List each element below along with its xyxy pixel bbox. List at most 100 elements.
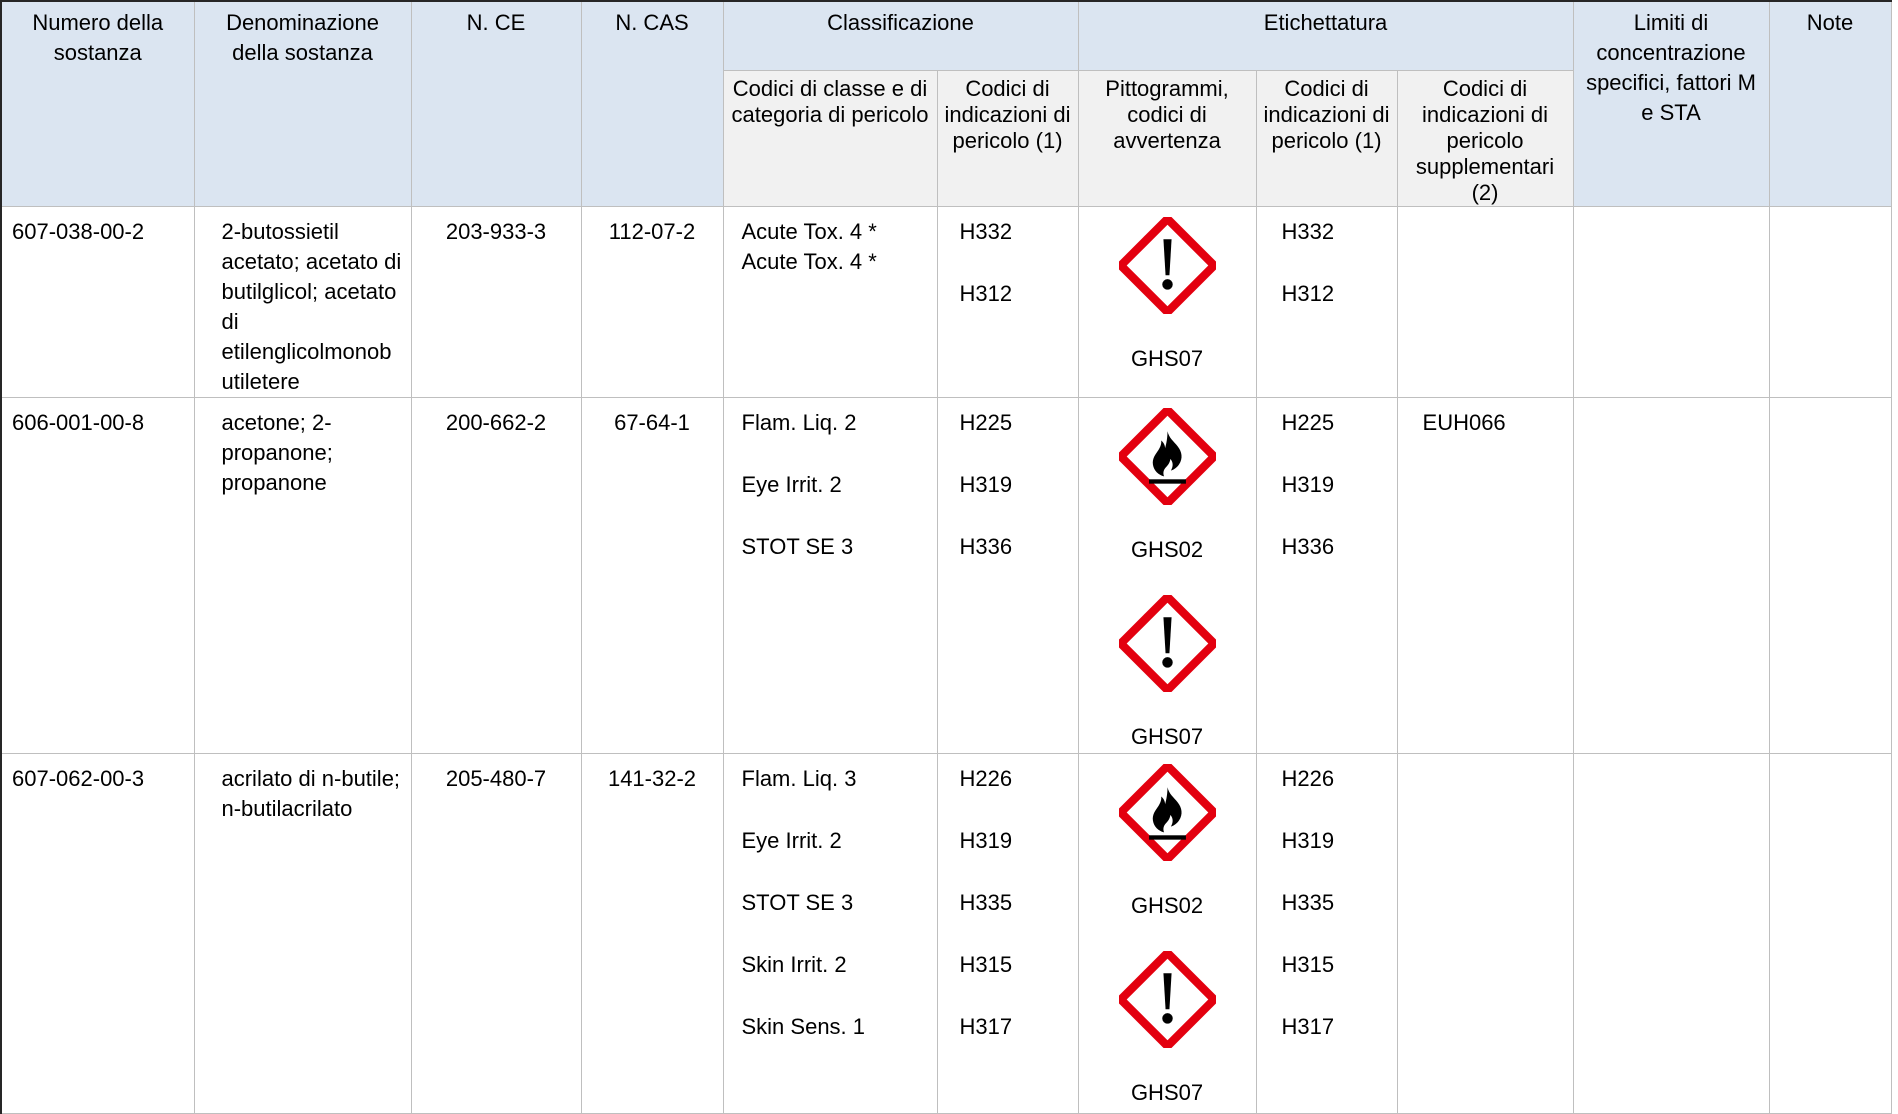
h-code-list: H226 H319 H335 H315 H317: [960, 764, 1074, 1042]
h-code: H312: [959, 280, 1013, 306]
supplementary-codes-cell: [1396, 752, 1574, 1114]
substance-name-cell: acetone; 2-propanone; propanone: [193, 396, 412, 754]
substance-row: 607-038-00-2 2-butossietil acetato; aceta…: [0, 205, 1892, 398]
h-code: H332: [959, 218, 1013, 244]
notes-cell: [1768, 752, 1892, 1114]
hazard-class-entry: Skin Irrit. 2: [741, 951, 847, 977]
pictograms-cell: GHS02 GHS07: [1077, 396, 1257, 754]
euh-code-list: EUH066: [1423, 408, 1569, 438]
cas-number-cell: 141-32-2: [580, 752, 724, 1114]
header-group-labelling: Etichettatura: [1077, 0, 1574, 71]
h-code: H317: [1281, 1013, 1335, 1039]
labelling-h-codes-cell: H332 H312: [1255, 205, 1398, 398]
substance-number-cell: 607-038-00-2: [0, 205, 195, 398]
hazard-class-entry-list: Flam. Liq. 2 Eye Irrit. 2 STOT SE 3: [742, 408, 931, 562]
header-substance-name: Denominazione della sostanza: [193, 0, 412, 207]
h-code: H335: [959, 889, 1013, 915]
h-code-list: H332 H312: [1282, 217, 1393, 309]
h-code: H335: [1281, 889, 1335, 915]
substance-name-cell: 2-butossietil acetato; acetato di butilg…: [193, 205, 412, 398]
header-cas-number: N. CAS: [580, 0, 724, 207]
classification-h-codes-cell: H225 H319 H336: [936, 396, 1079, 754]
h-code-list: H225 H319 H336: [1282, 408, 1393, 562]
pictogram-code-label: GHS07: [1130, 345, 1204, 371]
table-header: Numero della sostanza Denominazione dell…: [0, 0, 1892, 207]
hazard-class-entry-list: Flam. Liq. 3 Eye Irrit. 2 STOT SE 3 Skin Ir…: [742, 764, 931, 1042]
ghs07-exclamation-mark-icon: [1114, 946, 1220, 1052]
h-code: H226: [1281, 765, 1335, 791]
subheader-hazard-codes-classification: Codici di indicazioni di pericolo (1): [936, 69, 1079, 207]
supplementary-codes-cell: [1396, 205, 1574, 398]
h-code: H319: [1281, 471, 1335, 497]
pictograms-cell: GHS02 GHS07: [1077, 752, 1257, 1114]
h-code: H332: [1281, 218, 1335, 244]
labelling-h-codes-cell: H225 H319 H336: [1255, 396, 1398, 754]
pictogram-stack: GHS02 GHS07: [1079, 759, 1255, 1108]
hazard-class-entry-list: Acute Tox. 4 * Acute Tox. 4 *: [742, 217, 931, 277]
h-code: H225: [959, 409, 1013, 435]
euh-code: EUH066: [1422, 409, 1506, 435]
substance-row: 607-062-00-3 acrilato di n-butile; n-buti…: [0, 752, 1892, 1114]
hazard-class-entry: Acute Tox. 4 *: [741, 218, 877, 244]
h-code: H319: [959, 471, 1013, 497]
header-substance-number: Numero della sostanza: [0, 0, 195, 207]
supplementary-codes-cell: EUH066: [1396, 396, 1574, 754]
notes-cell: [1768, 396, 1892, 754]
h-code: H226: [959, 765, 1013, 791]
classification-classes-cell: Flam. Liq. 3 Eye Irrit. 2 STOT SE 3 Skin Ir…: [722, 752, 938, 1114]
classification-classes-cell: Acute Tox. 4 * Acute Tox. 4 *: [722, 205, 938, 398]
labelling-h-codes-cell: H226 H319 H335 H315 H317: [1255, 752, 1398, 1114]
classification-h-codes-cell: H332 H312: [936, 205, 1079, 398]
pictogram-code-label: GHS02: [1130, 536, 1204, 562]
h-code: H315: [1281, 951, 1335, 977]
cas-number-cell: 67-64-1: [580, 396, 724, 754]
pictogram-stack: GHS07: [1079, 212, 1255, 374]
h-code: H319: [959, 827, 1013, 853]
substance-number-cell: 606-001-00-8: [0, 396, 195, 754]
ghs07-exclamation-mark-icon: [1114, 590, 1220, 696]
hazard-class-entry: STOT SE 3: [741, 889, 854, 915]
pictogram-code-label: GHS02: [1130, 892, 1204, 918]
h-code: H336: [959, 533, 1013, 559]
concentration-limits-cell: [1572, 752, 1770, 1114]
subheader-hazard-codes-labelling: Codici di indicazioni di pericolo (1): [1255, 69, 1398, 207]
pictogram-code-label: GHS07: [1130, 1079, 1204, 1105]
substance-row: 606-001-00-8 acetone; 2-propanone; propan…: [0, 396, 1892, 754]
cas-number-cell: 112-07-2: [580, 205, 724, 398]
hazard-class-entry: Eye Irrit. 2: [741, 471, 842, 497]
table-body: 607-038-00-2 2-butossietil acetato; aceta…: [0, 205, 1892, 1114]
pictograms-cell: GHS07: [1077, 205, 1257, 398]
h-code-list: H225 H319 H336: [960, 408, 1074, 562]
hazard-class-entry: Skin Sens. 1: [741, 1013, 866, 1039]
header-ec-number: N. CE: [410, 0, 582, 207]
h-code-list: H226 H319 H335 H315 H317: [1282, 764, 1393, 1042]
subheader-pictograms-signal-words: Pittogrammi, codici di avvertenza: [1077, 69, 1257, 207]
h-code: H312: [1281, 280, 1335, 306]
header-notes: Note: [1768, 0, 1892, 207]
ec-number-cell: 200-662-2: [410, 396, 582, 754]
h-code: H319: [1281, 827, 1335, 853]
substance-name-cell: acrilato di n-butile; n-butilacrilato: [193, 752, 412, 1114]
ec-number-cell: 205-480-7: [410, 752, 582, 1114]
substance-number-cell: 607-062-00-3: [0, 752, 195, 1114]
ec-number-cell: 203-933-3: [410, 205, 582, 398]
ghs02-flame-icon: [1114, 759, 1220, 865]
classification-h-codes-cell: H226 H319 H335 H315 H317: [936, 752, 1079, 1114]
subheader-supplementary-hazard-codes: Codici di indicazioni di pericolo supple…: [1396, 69, 1574, 207]
ghs02-flame-icon: [1114, 403, 1220, 509]
hazard-class-entry: Eye Irrit. 2: [741, 827, 842, 853]
header-concentration-limits: Limiti di concentrazione specifici, fatt…: [1572, 0, 1770, 207]
concentration-limits-cell: [1572, 396, 1770, 754]
notes-cell: [1768, 205, 1892, 398]
concentration-limits-cell: [1572, 205, 1770, 398]
hazard-class-entry: Flam. Liq. 2: [741, 409, 857, 435]
pictogram-stack: GHS02 GHS07: [1079, 403, 1255, 752]
pictogram-code-label: GHS07: [1130, 723, 1204, 749]
hazard-class-entry: STOT SE 3: [741, 533, 854, 559]
h-code: H336: [1281, 533, 1335, 559]
header-group-classification: Classificazione: [722, 0, 1079, 71]
h-code-list: H332 H312: [960, 217, 1074, 309]
h-code: H317: [959, 1013, 1013, 1039]
h-code: H315: [959, 951, 1013, 977]
